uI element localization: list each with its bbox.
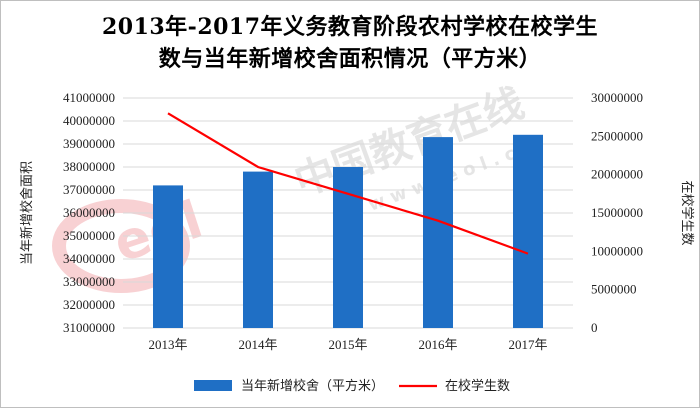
- left-tick-label: 39000000: [63, 136, 115, 151]
- bar: [153, 185, 183, 328]
- left-tick-label: 41000000: [63, 90, 115, 105]
- x-tick-label: 2013年: [148, 337, 187, 352]
- left-tick-label: 38000000: [63, 159, 115, 174]
- line-series: [167, 112, 529, 255]
- right-tick-label: 0: [591, 320, 598, 335]
- legend-line-label: 在校学生数: [445, 378, 510, 394]
- left-tick-label: 32000000: [63, 297, 115, 312]
- bar: [513, 134, 543, 328]
- left-tick-label: 31000000: [63, 320, 115, 335]
- right-tick-label: 25000000: [591, 128, 643, 143]
- bar-series: [153, 134, 543, 328]
- bar: [423, 137, 453, 328]
- legend-bar-label: 当年新增校舍（平方米）: [241, 378, 384, 394]
- right-tick-label: 10000000: [591, 243, 643, 258]
- watermark: eol 中国教育在线 w w w . e o l . c n: [52, 80, 536, 293]
- x-tick-label: 2015年: [328, 337, 367, 352]
- right-tick-label: 20000000: [591, 167, 643, 182]
- left-tick-label: 34000000: [63, 251, 115, 266]
- right-axis-ticks: 0 5000000 10000000 15000000 20000000 25000000…: [591, 90, 643, 335]
- left-tick-label: 33000000: [63, 274, 115, 289]
- x-axis-ticks: 2013年 2014年 2015年 2016年 2017年: [148, 337, 547, 352]
- chart-title-line-2: 数与当年新增校舍面积情况（平方米）: [158, 46, 542, 72]
- right-tick-label: 5000000: [591, 282, 637, 297]
- right-tick-label: 30000000: [591, 90, 643, 105]
- right-tick-label: 15000000: [591, 205, 643, 220]
- bar: [243, 171, 273, 328]
- left-tick-label: 40000000: [63, 113, 115, 128]
- x-tick-label: 2016年: [418, 337, 457, 352]
- x-tick-label: 2014年: [238, 337, 277, 352]
- left-tick-label: 36000000: [63, 205, 115, 220]
- left-axis-ticks: 31000000 32000000 33000000 34000000 35000000…: [63, 90, 115, 335]
- chart-title-line-1: 2013年-2017年义务教育阶段农村学校在校学生: [101, 14, 599, 40]
- left-tick-label: 37000000: [63, 182, 115, 197]
- legend: 当年新增校舍（平方米） 在校学生数: [194, 378, 510, 394]
- left-axis-title: 当年新增校舍面积: [19, 161, 35, 265]
- right-axis-title: 在校学生数: [679, 180, 695, 245]
- left-tick-label: 35000000: [63, 228, 115, 243]
- legend-bar-swatch: [194, 380, 232, 391]
- x-tick-label: 2017年: [508, 337, 547, 352]
